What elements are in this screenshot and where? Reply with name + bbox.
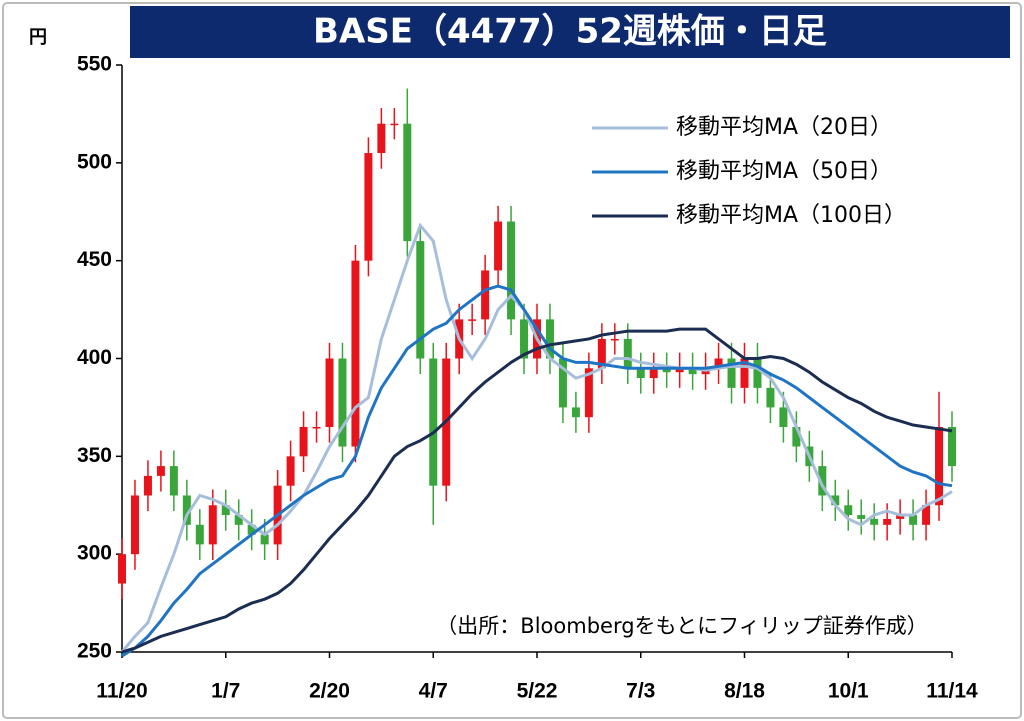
candle-body [623,338,632,369]
x-tick-label: 11/14 [926,680,978,703]
candle-body [922,505,931,525]
candle-body [571,407,580,418]
source-note: （出所：Bloombergをもとにフィリップ証券作成） [436,614,927,638]
y-tick-label: 250 [77,640,112,663]
ma-line [121,284,953,658]
y-tick-label: 450 [77,248,112,271]
candle-body [494,221,503,271]
candle-body [753,358,762,388]
title-bar [130,6,1010,58]
candle-body [935,426,944,506]
candle-body [714,358,723,369]
candle-body [390,123,399,126]
candle-body [597,338,606,369]
y-tick-label: 400 [77,346,112,369]
legend-label: 移動平均MA（100日） [676,203,906,228]
candle-body [234,515,243,525]
y-tick-label: 300 [77,542,112,565]
y-unit: 円 [29,27,47,48]
candle-body [312,426,321,429]
candle-body [558,358,567,408]
candle-body [909,515,918,525]
candle-body [195,524,204,545]
x-tick-label: 11/20 [96,680,147,703]
candle-body [481,270,490,320]
candle-body [468,319,477,321]
candle-body [403,123,412,242]
candle-body [740,358,749,388]
candle-body [779,407,788,427]
x-tick-label: 1/7 [211,680,240,703]
candle-body [688,368,697,375]
ma-line [121,327,953,654]
candle-body [416,241,425,359]
legend-label: 移動平均MA（50日） [676,159,892,184]
candle-body [130,495,139,555]
candle-body [156,466,165,476]
candle-body [584,368,593,418]
candle-body [610,338,619,341]
candle-body [766,387,775,408]
candle-body [545,319,554,359]
candle-body [896,515,905,519]
candle-body [429,358,438,486]
ma-line [120,222,953,653]
candle-body [818,466,827,496]
x-tick-label: 4/7 [419,680,448,703]
candle-body [870,518,879,525]
candle-body [286,456,295,486]
legend-box [585,108,950,240]
candle-body [118,554,126,584]
candle-body [636,368,645,379]
candle-body [948,426,956,467]
candle-body [792,426,801,447]
candle-body [662,368,671,373]
candle-body [844,505,853,516]
y-tick-label: 550 [77,53,112,76]
candle-body [247,524,256,535]
x-tick-label: 2/20 [309,680,350,703]
candle-body [675,368,684,373]
candle-body [377,123,386,154]
candle-body [351,260,360,447]
candle-body [727,358,736,388]
candle-body [831,495,840,506]
candle-body [299,426,308,457]
x-tick-label: 8/18 [724,680,765,703]
candle-body [338,358,347,447]
x-tick-label: 5/22 [517,680,558,703]
candle-body [169,466,178,496]
chart-title: BASE（4477）52週株価・日足 [313,12,827,52]
candle-body [143,475,152,496]
legend-label: 移動平均MA（20日） [676,115,892,140]
candle-body [364,153,373,261]
candle-body [883,518,892,525]
candle-body [182,495,191,525]
candle-body [260,534,269,545]
y-tick-label: 500 [77,150,112,173]
candle-body [221,505,230,516]
candle-body [520,319,529,359]
y-tick-label: 350 [77,444,112,467]
candle-body [857,515,866,519]
candle-body [208,505,217,545]
candle-body [649,368,658,379]
x-tick-label: 10/1 [828,680,869,703]
candle-body [325,358,334,427]
x-tick-label: 7/3 [626,680,655,703]
candle-body [507,221,516,320]
